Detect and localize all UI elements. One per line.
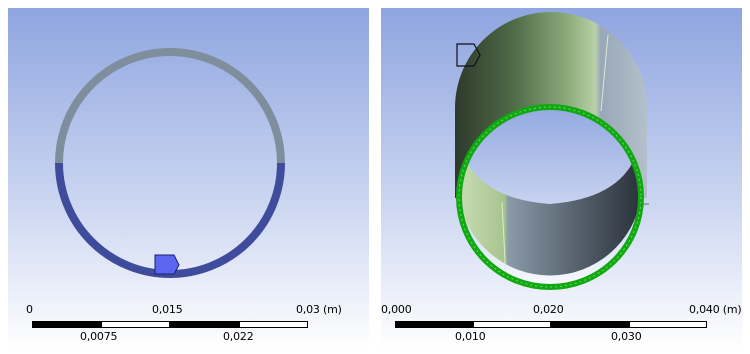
- cylinder-seam-line: [600, 34, 609, 112]
- viewport-background: [8, 8, 369, 349]
- selection-marker-icon[interactable]: [154, 254, 180, 275]
- selection-marker-icon[interactable]: [456, 43, 481, 67]
- viewport-left[interactable]: 0 0,015 0,03 (m) 0,0075 0,022: [8, 8, 369, 349]
- ring-upper-half[interactable]: [55, 48, 285, 164]
- viewport-right[interactable]: 0,000 0,020 0,040 (m) 0,010 0,030: [381, 8, 742, 349]
- right-scene[interactable]: [381, 8, 742, 349]
- left-scene[interactable]: [8, 8, 369, 349]
- highlighted-edge-dots: [458, 106, 642, 288]
